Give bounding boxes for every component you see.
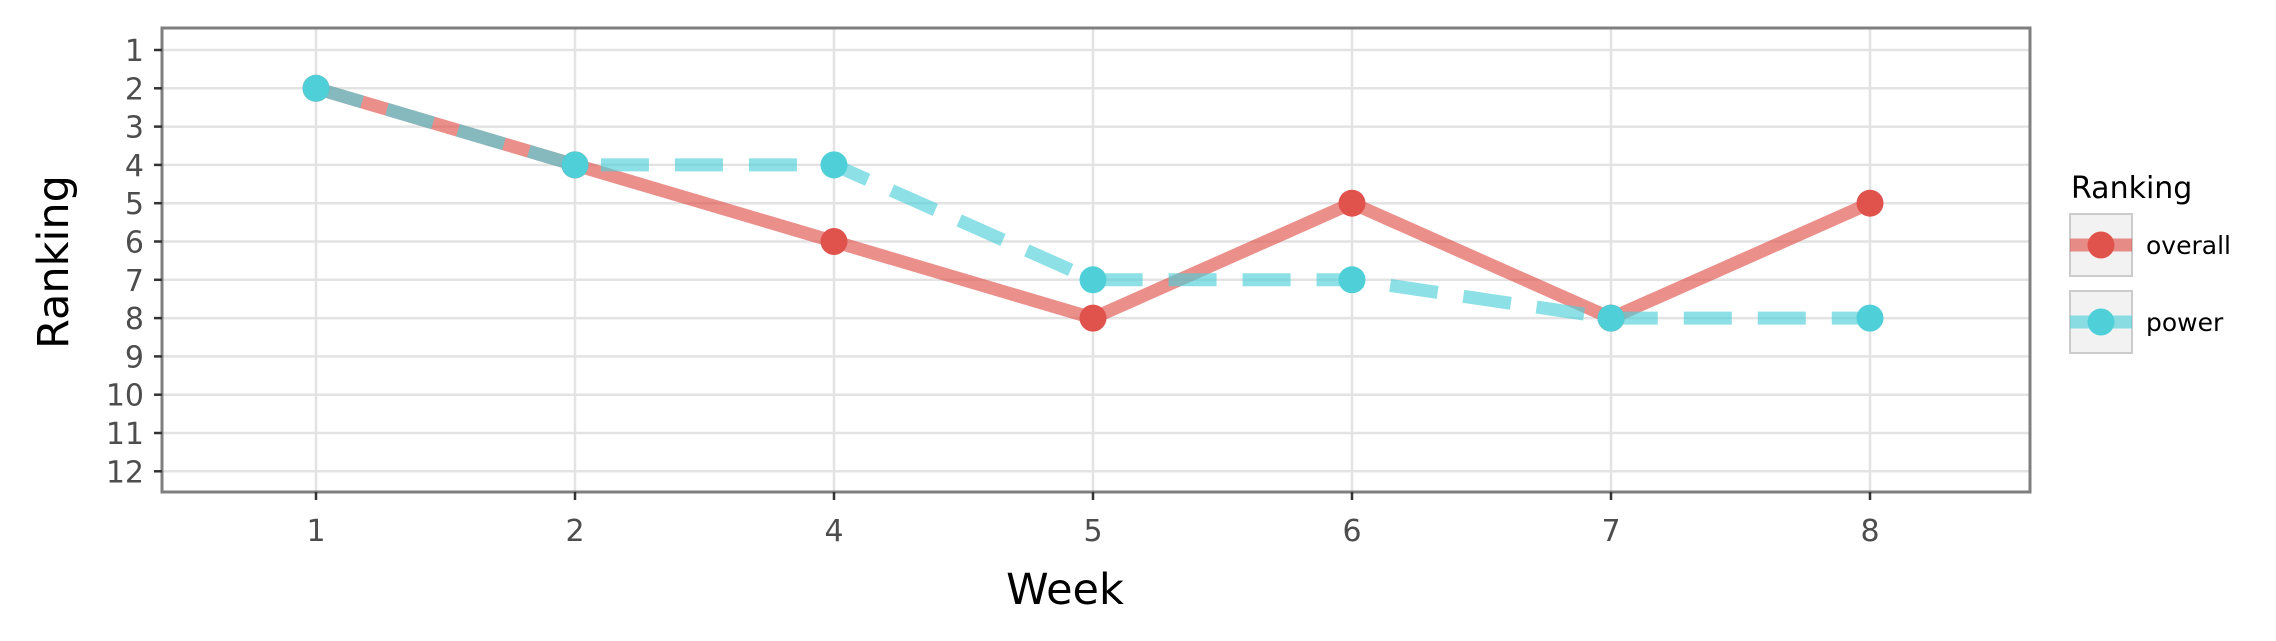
y-tick-label: 1: [125, 34, 144, 69]
data-point-power: [1856, 304, 1884, 332]
x-axis: 1 2 4 5 6 7 8: [306, 492, 1880, 549]
x-axis-title: Week: [1006, 565, 1124, 615]
data-point-power: [1338, 266, 1366, 294]
y-tick-label: 6: [125, 226, 144, 261]
y-tick-label: 11: [106, 417, 144, 452]
y-tick-label: 3: [125, 111, 144, 146]
x-tick-label: 7: [1601, 514, 1620, 549]
legend-marker-overall: [2087, 231, 2115, 259]
x-tick-label: 4: [824, 514, 843, 549]
y-tick-label: 9: [125, 340, 144, 375]
y-tick-label: 4: [125, 149, 144, 184]
plot-panel: [162, 28, 2030, 492]
y-tick-label: 8: [125, 302, 144, 337]
data-point-overall: [1338, 189, 1366, 217]
data-point-overall: [820, 228, 848, 255]
x-tick-label: 6: [1342, 514, 1361, 549]
data-point-power: [302, 74, 330, 102]
legend-marker-power: [2087, 308, 2115, 336]
data-point-power: [1079, 266, 1107, 294]
y-tick-label: 10: [106, 379, 144, 414]
series-points: [302, 74, 1884, 332]
legend-label-power: power: [2146, 308, 2224, 337]
data-point-power: [561, 151, 589, 179]
data-point-overall: [1856, 189, 1884, 217]
x-gridlines: [314, 28, 1872, 492]
legend: Ranking overall power: [2069, 171, 2231, 354]
data-point-power: [820, 151, 848, 179]
y-tick-label: 12: [106, 455, 144, 490]
y-tick-label: 2: [125, 72, 144, 107]
x-tick-label: 2: [565, 514, 584, 549]
legend-title: Ranking: [2071, 171, 2192, 206]
x-tick-label: 5: [1083, 514, 1102, 549]
y-gridlines: [162, 48, 2030, 473]
x-tick-label: 1: [306, 514, 325, 549]
x-tick-label: 8: [1860, 514, 1879, 549]
y-tick-label: 5: [125, 187, 144, 222]
plot-border: [160, 26, 2032, 494]
y-axis-title: Ranking: [29, 175, 79, 349]
data-point-power: [1597, 304, 1625, 332]
legend-items: overall power: [2069, 213, 2231, 354]
legend-label-overall: overall: [2146, 231, 2231, 260]
y-tick-label: 7: [125, 264, 144, 299]
data-point-overall: [1079, 304, 1107, 332]
